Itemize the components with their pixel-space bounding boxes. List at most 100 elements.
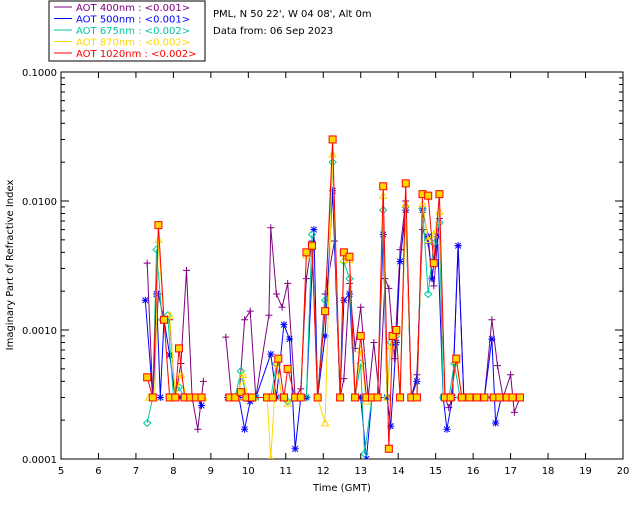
- data-point: [507, 371, 515, 379]
- data-point: [274, 354, 283, 363]
- data-point: [419, 226, 427, 234]
- data-point: [283, 398, 293, 407]
- data-point: [480, 393, 489, 402]
- data-point: [268, 454, 274, 459]
- data-point: [457, 393, 466, 402]
- data-point: [360, 449, 369, 458]
- data-point: [284, 279, 292, 287]
- data-point: [231, 393, 240, 402]
- data-point: [241, 316, 249, 324]
- data-point: [446, 393, 455, 402]
- data-point: [267, 224, 275, 232]
- data-point: [165, 310, 175, 319]
- y-tick-label: 0.0010: [22, 326, 57, 337]
- data-point: [278, 303, 286, 311]
- y-tick-label: 0.0100: [22, 197, 57, 208]
- x-tick-label: 9: [208, 466, 214, 477]
- data-point: [392, 326, 401, 334]
- data-point: [510, 408, 518, 416]
- data-point: [336, 393, 345, 402]
- data-point: [197, 393, 206, 402]
- data-point: [423, 289, 433, 299]
- data-point: [308, 241, 317, 250]
- data-point: [265, 311, 273, 319]
- axes: 5 6 7 8 9 10 11 12 13 14 15 16 17 18 19 20 0.0001 0.0010 0…: [22, 68, 629, 477]
- data-point: [286, 335, 294, 343]
- x-tick-label: 10: [242, 466, 255, 477]
- data-point: [183, 266, 191, 274]
- data-point: [429, 229, 439, 238]
- data-point: [488, 335, 496, 343]
- data-point: [148, 393, 157, 402]
- data-point: [465, 393, 474, 402]
- station-info: PML, N 50 22', W 04 08', Alt 0m: [213, 9, 372, 20]
- data-point: [401, 199, 411, 208]
- data-point: [279, 393, 288, 402]
- data-point: [246, 307, 254, 315]
- x-tick-label: 16: [467, 466, 480, 477]
- data-point: [176, 370, 186, 379]
- data-point: [430, 282, 438, 290]
- data-point: [156, 393, 164, 401]
- x-tick-label: 18: [542, 466, 555, 477]
- data-point: [452, 354, 461, 363]
- data-point: [268, 393, 277, 402]
- data-point: [345, 252, 354, 261]
- y-tick-label: 0.0001: [22, 455, 57, 466]
- data-point: [328, 135, 337, 144]
- data-date: Data from: 06 Sep 2023: [213, 26, 333, 37]
- data-point: [296, 393, 305, 402]
- data-point: [493, 362, 501, 370]
- data-point: [283, 364, 292, 373]
- data-point: [241, 425, 249, 433]
- data-point: [357, 393, 365, 401]
- data-point: [199, 377, 207, 385]
- x-tick-label: 13: [354, 466, 367, 477]
- data-point: [313, 393, 322, 402]
- data-point: [272, 290, 280, 298]
- data-point: [382, 392, 392, 401]
- data-point: [495, 393, 504, 402]
- data-point: [171, 393, 180, 402]
- data-point: [154, 221, 163, 230]
- data-point: [222, 333, 230, 341]
- data-point: [321, 332, 329, 340]
- legend-entry: AOT 500nm : <0.001>: [76, 15, 190, 26]
- x-tick-label: 15: [429, 466, 442, 477]
- data-point: [154, 235, 163, 244]
- data-point: [488, 316, 496, 324]
- data-point: [351, 393, 360, 402]
- x-tick-label: 11: [279, 466, 292, 477]
- data-point: [194, 425, 202, 433]
- data-point: [434, 233, 442, 241]
- data-point: [412, 393, 421, 402]
- data-point: [357, 303, 365, 311]
- x-tick-label: 8: [170, 466, 176, 477]
- data-point: [267, 350, 275, 358]
- legend: AOT 400nm : <0.001>AOT 500nm : <0.001>AO…: [48, 0, 206, 62]
- legend-entry: AOT 870nm : <0.002>: [76, 38, 190, 49]
- x-tick-label: 17: [504, 466, 517, 477]
- data-point: [238, 370, 248, 379]
- legend-entry: AOT 675nm : <0.002>: [76, 26, 190, 37]
- data-point: [454, 242, 462, 250]
- y-tick-label: 0.1000: [22, 68, 57, 79]
- data-point: [401, 179, 410, 188]
- data-point: [307, 230, 317, 239]
- data-point: [160, 315, 169, 324]
- series-aot-675nm: [142, 157, 525, 458]
- series-line: [146, 139, 520, 449]
- data-point: [356, 331, 365, 340]
- x-tick-label: 5: [58, 466, 64, 477]
- data-point: [272, 358, 281, 367]
- data-point: [515, 393, 524, 402]
- data-point: [166, 351, 174, 359]
- series-aot-1020nm: [143, 135, 524, 453]
- data-point: [424, 191, 433, 200]
- data-point: [320, 418, 330, 427]
- data-point: [345, 290, 353, 298]
- data-point: [339, 248, 348, 257]
- data-point: [508, 393, 517, 402]
- data-point: [302, 275, 310, 283]
